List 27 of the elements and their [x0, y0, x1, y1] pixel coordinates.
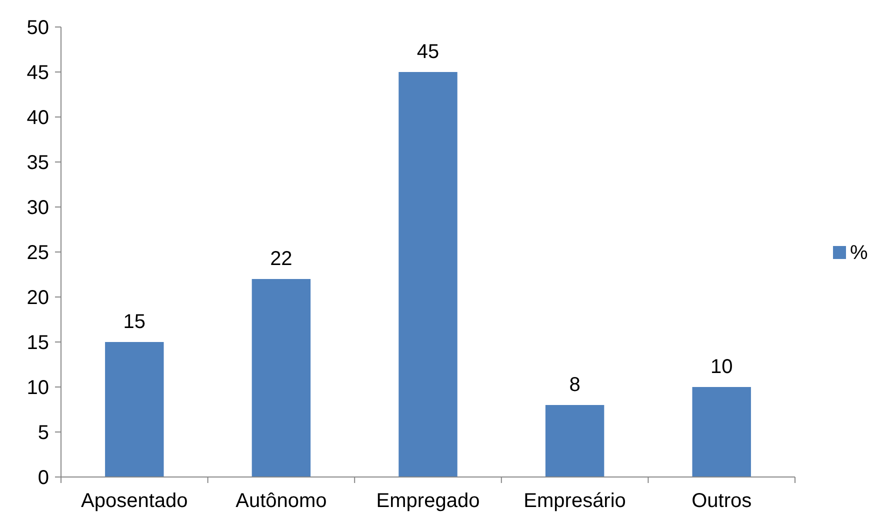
x-tick-label: Empresário [524, 490, 626, 512]
y-tick-label: 20 [26, 287, 49, 309]
y-tick-label: 50 [26, 17, 49, 39]
bar [105, 342, 164, 477]
y-tick-label: 5 [38, 422, 49, 444]
y-tick-label: 15 [26, 332, 49, 354]
y-tick-label: 10 [26, 377, 49, 399]
data-label: 8 [569, 374, 580, 396]
bar [545, 405, 604, 477]
data-label: 45 [416, 41, 440, 63]
data-label: 15 [123, 311, 146, 333]
y-tick-label: 45 [26, 62, 49, 84]
data-label: 10 [710, 356, 733, 378]
y-tick-label: 25 [26, 242, 49, 264]
y-tick-label: 30 [26, 197, 49, 219]
x-tick-label: Aposentado [81, 490, 188, 512]
bar [252, 279, 311, 477]
bar [398, 72, 458, 477]
y-tick-label: 40 [26, 107, 49, 129]
bar [692, 387, 751, 477]
y-tick-label: 0 [38, 467, 49, 489]
x-tick-label: Empregado [376, 490, 480, 512]
x-tick-label: Outros [692, 490, 752, 512]
legend-label: % [850, 242, 868, 264]
y-tick-label: 35 [26, 152, 49, 174]
x-tick-label: Autônomo [236, 490, 327, 512]
data-label: 22 [270, 248, 292, 270]
